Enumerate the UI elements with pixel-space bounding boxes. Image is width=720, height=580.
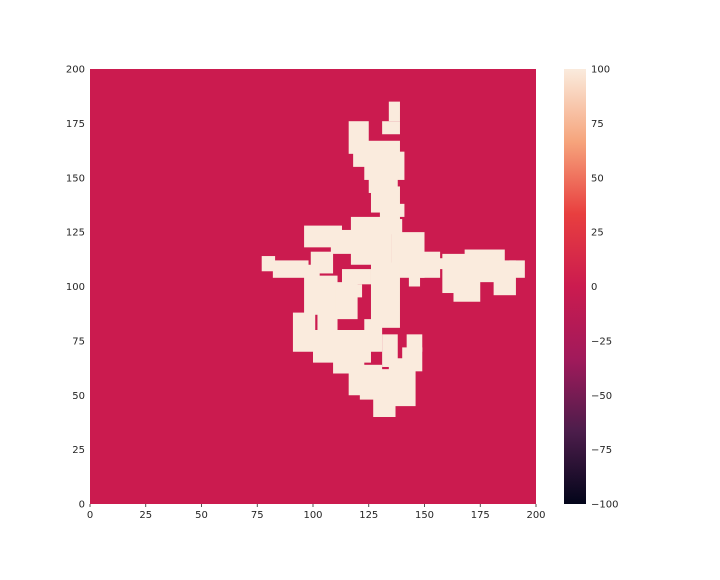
y-tick-label: 150 [66,173,85,184]
colorbar-tick-label: −75 [591,445,612,456]
cluster-cell [408,273,421,287]
x-tick-label: 0 [87,510,93,521]
colorbar-bar [564,69,586,504]
cluster-cell [406,334,423,352]
colorbar-tick-label: 50 [591,173,604,184]
colorbar-tick: 75 [591,119,604,130]
colorbar: 100 75 50 25 0 −25 −50 −75 −100 [564,65,618,511]
cluster-cell [370,262,400,328]
x-tick-label: 75 [251,510,264,521]
cluster-cell [482,258,496,265]
cluster-cell [364,319,383,352]
colorbar-tick: −25 [591,336,612,347]
x-tick: 50 [195,504,208,521]
colorbar-tick-label: −50 [591,391,612,402]
colorbar-tick-label: 0 [591,282,597,293]
cluster-cell [341,269,371,285]
x-tick: 150 [415,504,434,521]
cluster-cell [509,260,525,278]
x-tick-label: 100 [303,510,322,521]
cluster-cell [388,101,400,122]
x-tick: 25 [139,504,152,521]
colorbar-tick-label: 100 [591,65,610,76]
y-axis: 0 25 50 75 100 125 150 175 200 [66,65,85,511]
colorbar-tick: 100 [591,65,610,76]
x-tick: 0 [87,504,93,521]
y-tick-label: 125 [66,228,85,239]
cluster-cell [382,121,400,135]
y-tick-label: 0 [79,500,85,511]
y-tick-label: 25 [72,445,85,456]
cluster-cell [337,243,351,252]
y-tick: 150 [66,173,85,184]
y-tick-label: 175 [66,119,85,130]
cluster-cell [393,203,405,217]
cluster-cell [304,264,320,315]
y-tick-label: 50 [72,391,85,402]
y-tick-label: 75 [72,336,85,347]
cluster-cell [382,334,398,367]
y-tick: 0 [79,500,85,511]
x-tick-label: 150 [415,510,434,521]
y-tick-label: 100 [66,282,85,293]
cluster-cell [272,260,309,278]
x-tick-label: 125 [359,510,378,521]
y-tick: 100 [66,282,85,293]
cluster-cell [435,258,447,270]
colorbar-tick: −75 [591,445,612,456]
x-tick: 100 [303,504,323,521]
plot-area [90,69,536,504]
y-tick: 75 [72,336,85,347]
colorbar-tick-label: −100 [591,500,618,511]
y-tick: 175 [66,119,85,130]
x-tick-label: 50 [195,510,208,521]
cluster-cell [261,256,276,272]
x-tick-label: 25 [139,510,152,521]
cluster-cell [292,312,316,352]
colorbar-tick: 0 [591,282,597,293]
x-tick-label: 175 [471,510,490,521]
y-tick: 200 [66,65,85,76]
x-tick: 200 [526,504,546,521]
x-tick: 125 [359,504,378,521]
cluster-cell [420,251,441,278]
cluster-cell [346,284,363,298]
y-tick: 50 [72,391,85,402]
colorbar-tick: 25 [591,228,604,239]
x-tick: 175 [471,504,490,521]
colorbar-tick: −50 [591,391,612,402]
colorbar-ticks: 100 75 50 25 0 −25 −50 −75 −100 [591,65,618,511]
x-tick: 75 [251,504,264,521]
y-tick: 25 [72,445,85,456]
colorbar-tick: −100 [591,500,618,511]
x-tick-label: 200 [526,510,545,521]
cluster-cell [359,364,383,400]
cluster-cell [317,275,338,337]
cluster-cell [348,366,365,396]
y-tick-label: 200 [66,65,85,76]
cluster-cell [350,216,392,265]
colorbar-tick: 50 [591,173,604,184]
cluster-cells [261,101,525,417]
x-axis: 0 25 50 75 100 125 150 175 200 [87,504,546,521]
cluster-cell [402,347,423,372]
colorbar-tick-label: −25 [591,336,612,347]
colorbar-tick-label: 25 [591,228,604,239]
y-tick: 125 [66,228,85,239]
colorbar-tick-label: 75 [591,119,604,130]
